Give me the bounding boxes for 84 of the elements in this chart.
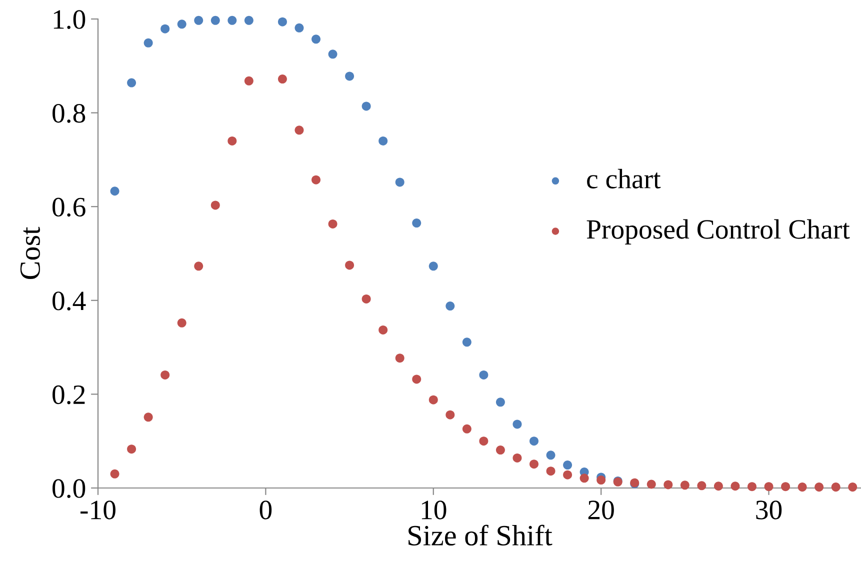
point bbox=[848, 482, 858, 492]
point bbox=[512, 420, 522, 429]
point bbox=[278, 74, 287, 84]
point bbox=[428, 262, 438, 271]
point bbox=[210, 200, 220, 210]
point bbox=[563, 460, 572, 470]
point bbox=[194, 262, 204, 271]
point bbox=[781, 482, 790, 492]
point bbox=[496, 446, 505, 455]
point bbox=[412, 374, 422, 384]
point bbox=[127, 444, 136, 454]
point bbox=[127, 78, 136, 88]
y-tick-label: 0.8 bbox=[52, 104, 86, 123]
point bbox=[378, 325, 388, 334]
point bbox=[312, 175, 320, 184]
legend-label: Proposed Control Chart bbox=[586, 219, 850, 244]
point bbox=[328, 50, 338, 59]
y-tick-label: 0.2 bbox=[52, 385, 85, 404]
point bbox=[110, 186, 120, 196]
point bbox=[160, 370, 170, 380]
point bbox=[294, 126, 304, 135]
point bbox=[563, 470, 572, 480]
point bbox=[228, 136, 237, 146]
point bbox=[144, 412, 153, 422]
point bbox=[378, 136, 388, 146]
point bbox=[697, 481, 706, 490]
point bbox=[110, 469, 120, 478]
x-tick-label: 20 bbox=[588, 500, 614, 520]
point bbox=[345, 260, 354, 270]
point bbox=[798, 482, 807, 492]
point bbox=[446, 302, 455, 311]
point bbox=[345, 72, 354, 81]
point bbox=[312, 34, 320, 44]
point bbox=[278, 17, 287, 26]
point bbox=[395, 354, 404, 363]
point bbox=[831, 482, 840, 492]
point bbox=[479, 370, 488, 380]
y-tick-label: 0.4 bbox=[52, 292, 86, 310]
point bbox=[546, 450, 556, 460]
point bbox=[294, 23, 304, 32]
point bbox=[244, 16, 254, 25]
point bbox=[395, 178, 404, 187]
point bbox=[580, 474, 589, 483]
point bbox=[748, 482, 756, 492]
point bbox=[764, 482, 774, 492]
y-tick-label: 0.6 bbox=[52, 198, 86, 217]
x-axis-title: Size of Shift bbox=[408, 524, 552, 546]
point bbox=[512, 453, 522, 462]
point bbox=[194, 16, 204, 25]
point bbox=[328, 219, 338, 228]
x-tick-label: 10 bbox=[422, 500, 446, 520]
point bbox=[596, 476, 606, 485]
x-tick-label: 30 bbox=[756, 500, 782, 520]
point bbox=[177, 318, 186, 328]
point bbox=[412, 218, 422, 228]
point bbox=[462, 424, 472, 434]
point bbox=[244, 76, 254, 86]
point bbox=[530, 460, 538, 469]
legend-label: c chart bbox=[587, 168, 661, 188]
x-tick-label: -10 bbox=[80, 500, 116, 520]
x-tick-label: 0 bbox=[260, 500, 272, 520]
y-tick-label: 0.0 bbox=[52, 479, 86, 498]
point bbox=[446, 410, 455, 420]
point bbox=[160, 24, 170, 34]
point bbox=[530, 436, 538, 446]
point bbox=[680, 480, 690, 490]
y-tick-label: 1.0 bbox=[54, 10, 86, 30]
point bbox=[210, 16, 220, 25]
point bbox=[362, 294, 371, 304]
point bbox=[362, 102, 371, 111]
point bbox=[714, 482, 723, 491]
point bbox=[496, 398, 505, 407]
point bbox=[428, 395, 438, 404]
point bbox=[462, 338, 472, 347]
point bbox=[144, 38, 153, 48]
point bbox=[228, 16, 237, 25]
point bbox=[479, 436, 488, 446]
point bbox=[646, 480, 656, 489]
point bbox=[730, 482, 740, 491]
point bbox=[177, 20, 186, 29]
y-axis-title: Cost bbox=[20, 226, 40, 280]
point bbox=[814, 482, 824, 492]
point bbox=[546, 466, 556, 476]
point bbox=[664, 480, 673, 490]
